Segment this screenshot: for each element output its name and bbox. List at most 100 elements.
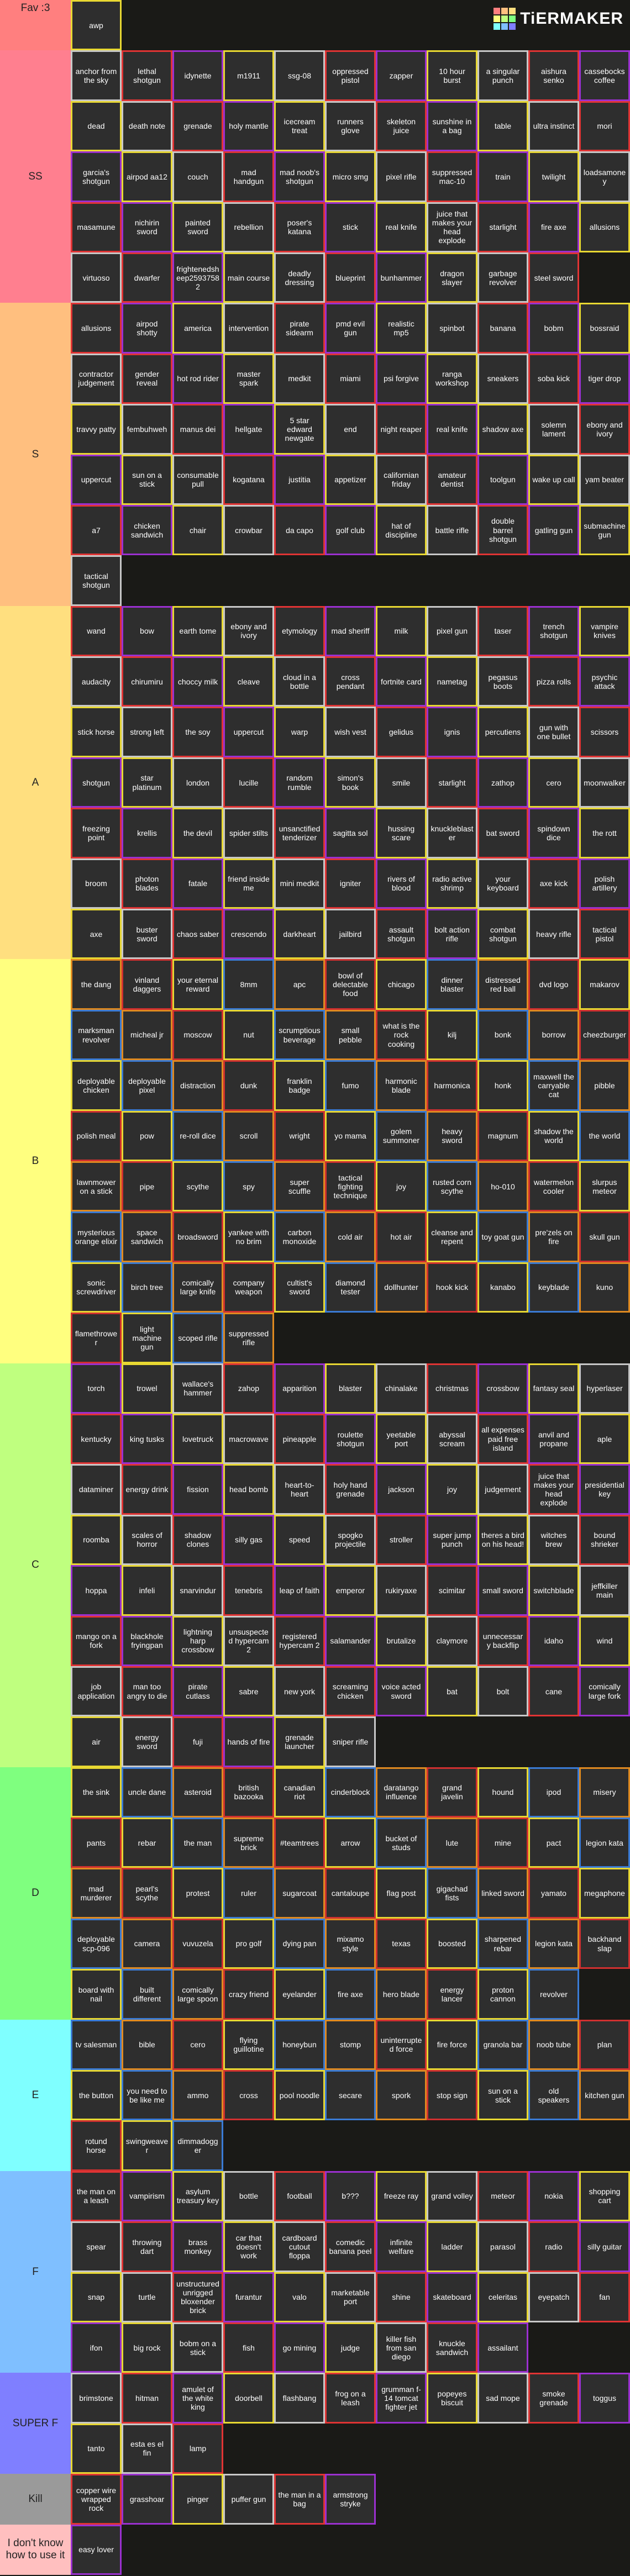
tier-item: the soy <box>172 707 223 757</box>
tier-item: nokia <box>528 2171 579 2222</box>
tier-item: blaster <box>325 1363 376 1414</box>
tier-item: zathop <box>477 757 528 808</box>
tier-item: christmas <box>427 1363 477 1414</box>
tier-item: claymore <box>427 1615 477 1666</box>
tier-item: spider stilts <box>223 808 274 858</box>
tier-item: torch <box>71 1363 122 1414</box>
tier-item: nichirin sword <box>122 202 172 252</box>
tier-item: master spark <box>223 353 274 404</box>
tier-item: masamune <box>71 202 122 252</box>
tier-item: honk <box>477 1060 528 1111</box>
tier-item: ebony and ivory <box>579 404 630 455</box>
tier-item: bottle <box>223 2171 274 2222</box>
tier-item: wright <box>274 1110 325 1161</box>
tier-item: spear <box>71 2221 122 2272</box>
tier-item: lucille <box>223 757 274 808</box>
tier-item: crossbow <box>477 1363 528 1414</box>
tier-item: chaos saber <box>172 909 223 960</box>
tier-item: pow <box>122 1110 172 1161</box>
tier-item: dragon slayer <box>427 252 477 303</box>
tier-item: america <box>172 303 223 354</box>
tier-item: apparition <box>274 1363 325 1414</box>
tier-item: cardboard cutout floppa <box>274 2221 325 2272</box>
tier-item: random rumble <box>274 757 325 808</box>
tier-label: A <box>0 605 71 960</box>
tier-item: cheezburger <box>579 1009 630 1061</box>
tier-item: holy mantle <box>223 101 274 152</box>
tier-item: turtle <box>122 2272 172 2322</box>
tier-item: knuckle sandwich <box>427 2322 477 2373</box>
tier-item: shotgun <box>71 757 122 808</box>
tier-item: hussing scare <box>376 808 427 858</box>
tier-item: lawnmower on a stick <box>71 1161 122 1212</box>
tier-item: solemn lament <box>528 404 579 455</box>
tier-item: stop sign <box>427 2070 477 2121</box>
tier-item: audacity <box>71 656 122 707</box>
tier-label: I don't know how to use it <box>0 2524 71 2575</box>
tier-item: dimmadogger <box>172 2120 223 2171</box>
tier-item: broom <box>71 858 122 909</box>
tier-item: wake up call <box>528 454 579 505</box>
tier-item: legion kata <box>579 1818 630 1868</box>
tier-item: rusted corn scythe <box>427 1161 477 1212</box>
tier-item: scrumptious beverage <box>274 1009 325 1061</box>
tier-item: dinner blaster <box>427 959 477 1010</box>
tier-item: borrow <box>528 1009 579 1061</box>
tier-item: comically large knife <box>172 1262 223 1313</box>
tier-item: kentucky <box>71 1413 122 1465</box>
tier: Fav :3 awp <box>0 0 630 51</box>
tier-label: F <box>0 2171 71 2373</box>
tier-items: awp <box>71 0 630 51</box>
tier-item: honeybun <box>274 2019 325 2071</box>
tier-item: harmonica <box>427 1060 477 1111</box>
tier-item: celeritas <box>477 2272 528 2322</box>
tier-item: crowbar <box>223 504 274 556</box>
tier-item: brass monkey <box>172 2221 223 2272</box>
tier-item: ifon <box>71 2322 122 2373</box>
tier-item: witches brew <box>528 1514 579 1566</box>
tier-item: starlight <box>427 757 477 808</box>
tier-item: your eternal reward <box>172 959 223 1010</box>
tier-item: bowl of delectable food <box>325 959 376 1010</box>
tier-item: scales of horror <box>122 1514 172 1566</box>
tier-item: combat shotgun <box>477 909 528 960</box>
tier-item: comically large fork <box>579 1666 630 1717</box>
tier-item: valo <box>274 2272 325 2322</box>
tier-item: sagitta sol <box>325 808 376 858</box>
tier-item: small pebble <box>325 1009 376 1061</box>
tier-item: #teamtrees <box>274 1818 325 1868</box>
tier-item: 8mm <box>223 959 274 1010</box>
tier-item: ranga workshop <box>427 353 477 404</box>
tier-item: the man <box>172 1818 223 1868</box>
tier-item: juice that makes your head explode <box>427 202 477 252</box>
tier-item: uppercut <box>71 454 122 505</box>
tier-item: real knife <box>427 404 477 455</box>
tier-item: the sink <box>71 1767 122 1818</box>
tier-item: chicago <box>376 959 427 1010</box>
tier-item: warp <box>274 707 325 757</box>
tier-item: uppercut <box>223 707 274 757</box>
tier-item: aishura senko <box>528 50 579 101</box>
tier-item: sniper rifle <box>325 1716 376 1767</box>
tier-items: easy lover <box>71 2524 630 2575</box>
tier-item: deadly dressing <box>274 252 325 303</box>
tier-label: SS <box>0 50 71 303</box>
tier-item: oppressed pistol <box>325 50 376 101</box>
tier-item: wind <box>579 1615 630 1666</box>
tier-item: revolver <box>528 1969 579 2020</box>
tier-item: infeli <box>122 1565 172 1616</box>
tier-item: airpod aa12 <box>122 151 172 202</box>
tier-item: distraction <box>172 1060 223 1111</box>
tier-item: psi forgive <box>376 353 427 404</box>
tier-item: moonwalker <box>579 757 630 808</box>
tier-item: diamond tester <box>325 1262 376 1313</box>
tier-item: end <box>325 404 376 455</box>
tier-item: arrow <box>325 1818 376 1868</box>
tier-item: yamato <box>528 1868 579 1919</box>
tier-item: idaho <box>528 1615 579 1666</box>
tier-item: etymology <box>274 605 325 657</box>
tier-label: B <box>0 959 71 1363</box>
tier-item: hot rod rider <box>172 353 223 404</box>
